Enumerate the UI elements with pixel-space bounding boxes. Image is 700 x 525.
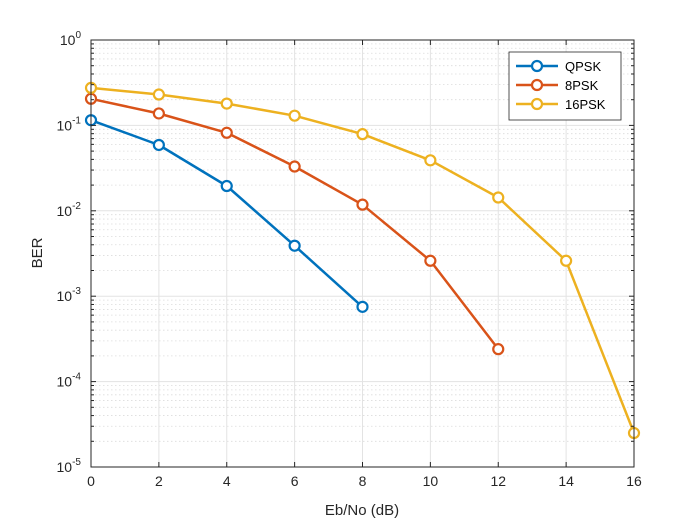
x-tick-label: 12 — [490, 473, 506, 489]
legend-label: 8PSK — [565, 78, 599, 93]
legend-marker — [530, 97, 544, 111]
y-tick-labels: 10-5 10-4 10-3 10-2 10-1 100 — [57, 30, 82, 475]
x-tick-label: 16 — [626, 473, 642, 489]
data-point — [356, 128, 369, 141]
series-16psk — [84, 81, 641, 440]
data-point — [152, 107, 165, 120]
data-point — [152, 88, 165, 101]
data-point — [220, 126, 233, 139]
data-point — [356, 300, 369, 313]
y-tick-label: 100 — [60, 30, 82, 48]
data-point — [288, 160, 301, 173]
x-tick-label: 14 — [558, 473, 574, 489]
x-tick-labels: 0 2 4 6 8 10 12 14 16 — [87, 473, 642, 489]
x-tick-label: 6 — [291, 473, 299, 489]
legend-marker — [530, 78, 544, 92]
y-tick-label: 10-2 — [57, 201, 82, 219]
data-point — [220, 179, 233, 193]
x-tick-label: 2 — [155, 473, 163, 489]
x-tick-label: 10 — [423, 473, 439, 489]
y-tick-label: 10-4 — [57, 372, 82, 390]
legend-label: QPSK — [565, 59, 601, 74]
data-point — [492, 191, 505, 204]
data-point — [152, 138, 165, 152]
series-layer — [84, 81, 641, 440]
series-qpsk — [84, 114, 369, 313]
data-point — [356, 198, 369, 211]
axis-ticks — [90, 39, 635, 468]
data-point — [220, 97, 233, 110]
y-tick-label: 10-5 — [57, 457, 82, 475]
x-axis-label: Eb/No (dB) — [325, 502, 399, 519]
legend: QPSK 8PSK 16PSK — [508, 51, 622, 121]
data-point — [424, 154, 437, 167]
series-8psk — [84, 92, 505, 356]
data-point — [288, 239, 301, 252]
y-tick-label: 10-3 — [57, 286, 82, 304]
x-tick-label: 0 — [87, 473, 95, 489]
data-point — [560, 254, 573, 267]
x-tick-label: 4 — [223, 473, 231, 489]
legend-label: 16PSK — [565, 97, 606, 112]
y-axis-label: BER — [29, 237, 46, 268]
y-tick-label: 10-1 — [57, 115, 82, 133]
legend-marker — [530, 59, 544, 73]
data-point — [492, 343, 505, 356]
data-point — [424, 254, 437, 267]
x-tick-label: 8 — [359, 473, 367, 489]
data-point — [288, 109, 301, 122]
